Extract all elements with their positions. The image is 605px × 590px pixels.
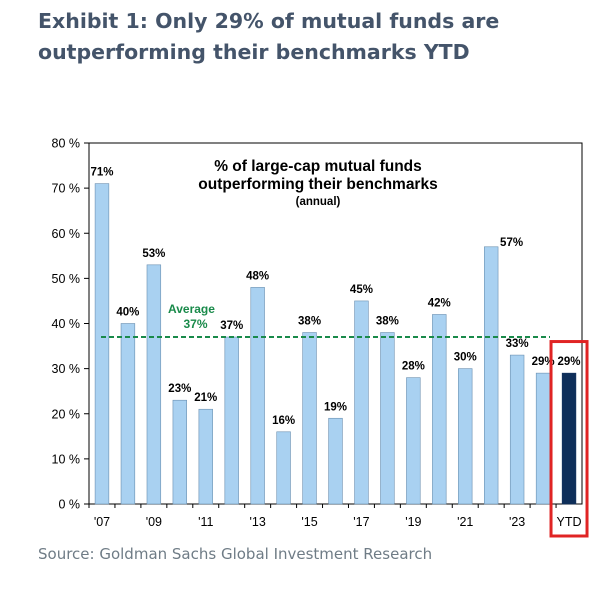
y-tick-label: 40 % — [52, 317, 81, 331]
chart-title-line-1: % of large-cap mutual funds — [214, 158, 422, 175]
bar-ytd — [561, 372, 577, 505]
value-label: 28% — [402, 361, 425, 373]
value-label: 38% — [298, 316, 321, 328]
bar-12 — [224, 336, 239, 505]
value-label: 37% — [220, 320, 243, 332]
x-tick-label: '07 — [94, 515, 110, 529]
bar-07 — [94, 183, 110, 505]
value-label: 71% — [90, 167, 113, 179]
x-tick-label: '09 — [146, 515, 162, 529]
value-labels-group: 71% 40% 53% 23%21% 37% 48% 16% 38% 19% 45% 38% 28% 4… — [90, 167, 580, 427]
bar-24 — [535, 372, 551, 505]
y-tick-label: 60 % — [52, 227, 81, 241]
bar-09 — [146, 264, 162, 505]
average-value-label: 37% — [183, 317, 207, 331]
exhibit-title-line-2: outperforming their benchmarks YTD — [38, 40, 470, 64]
y-tick-label: 30 % — [52, 362, 81, 376]
bar-17 — [354, 300, 369, 505]
bar-16 — [328, 417, 343, 505]
bar-11 — [198, 408, 213, 505]
ytd-highlight-box — [549, 340, 589, 538]
value-label: 57% — [500, 237, 523, 249]
bar-18 — [380, 332, 395, 505]
value-label: 45% — [350, 284, 373, 296]
value-label: 42% — [428, 297, 451, 309]
y-tick-label: 80 % — [52, 137, 81, 151]
chart-subtitle: (annual) — [296, 196, 341, 208]
exhibit-title-line-1: Exhibit 1: Only 29% of mutual funds are — [38, 9, 500, 33]
value-label: 23% — [168, 383, 191, 395]
value-label: 29% — [558, 356, 581, 368]
x-tick-label: '19 — [405, 515, 421, 529]
y-axis: 0 % 10 % 20 % 30 % 40 % 50 % 60 % 70 % 80 % — [52, 137, 89, 512]
value-label: 53% — [142, 248, 165, 260]
bar-08 — [120, 323, 136, 505]
chart-title-line-2: outperforming their benchmarks — [198, 176, 437, 193]
x-tick-label: '11 — [198, 515, 213, 529]
value-label: 38% — [376, 316, 399, 328]
bar-21 — [458, 368, 473, 505]
y-tick-label: 20 % — [52, 407, 81, 421]
bar-20 — [432, 314, 447, 505]
source-note: Source: Goldman Sachs Global Investment … — [38, 545, 433, 563]
value-label: 19% — [324, 401, 347, 413]
x-tick-label: '13 — [250, 515, 266, 529]
y-tick-label: 10 % — [52, 452, 81, 466]
bar-13 — [250, 287, 265, 505]
x-tick-label: YTD — [557, 515, 582, 529]
value-label: 33% — [506, 338, 529, 350]
y-tick-label: 0 % — [58, 498, 80, 512]
value-label: 40% — [116, 307, 139, 319]
bar-15 — [302, 332, 317, 505]
value-label: 29% — [532, 356, 555, 368]
y-tick-label: 70 % — [52, 182, 81, 196]
exhibit-title: Exhibit 1: Only 29% of mutual funds are … — [38, 6, 598, 68]
bar-14 — [276, 431, 291, 505]
value-label: 48% — [246, 270, 269, 282]
x-tick-label: '15 — [301, 515, 317, 529]
x-tick-label: '21 — [457, 515, 473, 529]
value-label: 21% — [194, 392, 217, 404]
x-tick-label: '23 — [509, 515, 525, 529]
value-label: 16% — [272, 415, 295, 427]
bar-10 — [172, 399, 187, 505]
y-tick-label: 50 % — [52, 272, 81, 286]
bar-22 — [484, 246, 499, 505]
x-tick-label: '17 — [353, 515, 369, 529]
bar-19 — [406, 377, 421, 505]
bar-23 — [509, 354, 525, 505]
average-label: Average — [168, 302, 215, 316]
x-axis: '07 '09 '11 '13 '15 '17 '19 '21 '23 YTD — [88, 504, 582, 529]
value-label: 30% — [454, 352, 477, 364]
bars-group — [94, 183, 577, 505]
